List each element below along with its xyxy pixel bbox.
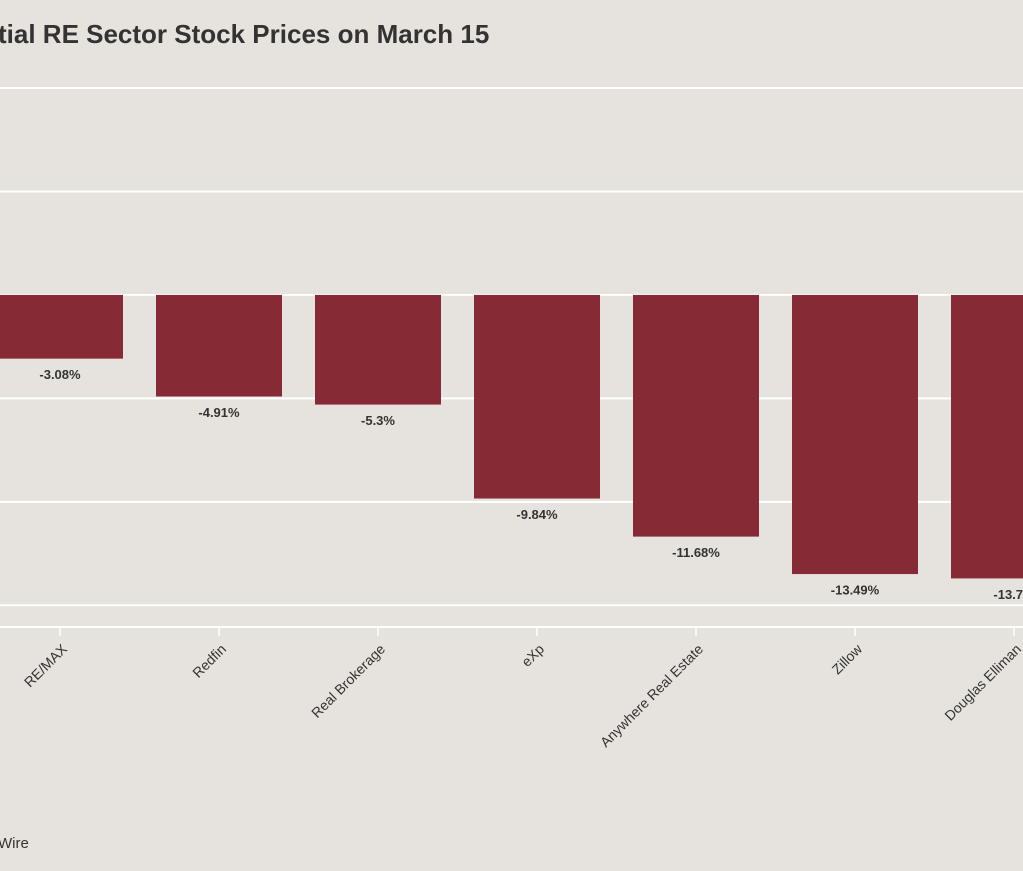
value-label: -13.7% [993,587,1023,602]
x-tick-label: Redfin [189,641,229,681]
bar [474,294,600,499]
x-tick-label: RE/MAX [21,640,71,690]
bar [951,294,1023,579]
bar [315,294,441,405]
value-label: -9.84% [516,507,558,522]
x-tick-label: eXp [518,641,547,670]
chart-title: tial RE Sector Stock Prices on March 15 [0,19,489,49]
x-tick-label: Anywhere Real Estate [597,641,706,750]
value-label: -4.91% [198,405,240,420]
bar [156,294,282,397]
bar [792,294,918,575]
bar [0,294,123,359]
value-label: -5.3% [361,413,395,428]
value-label: -3.08% [39,367,81,382]
value-label: -11.68% [672,545,720,560]
value-label: -13.49% [831,582,880,597]
x-tick-label: Zillow [829,640,866,677]
x-tick-label: Douglas Elliman [941,641,1023,724]
x-tick-label: Real Brokerage [308,641,388,721]
source-note: Wire [0,835,29,852]
bar [633,294,759,537]
